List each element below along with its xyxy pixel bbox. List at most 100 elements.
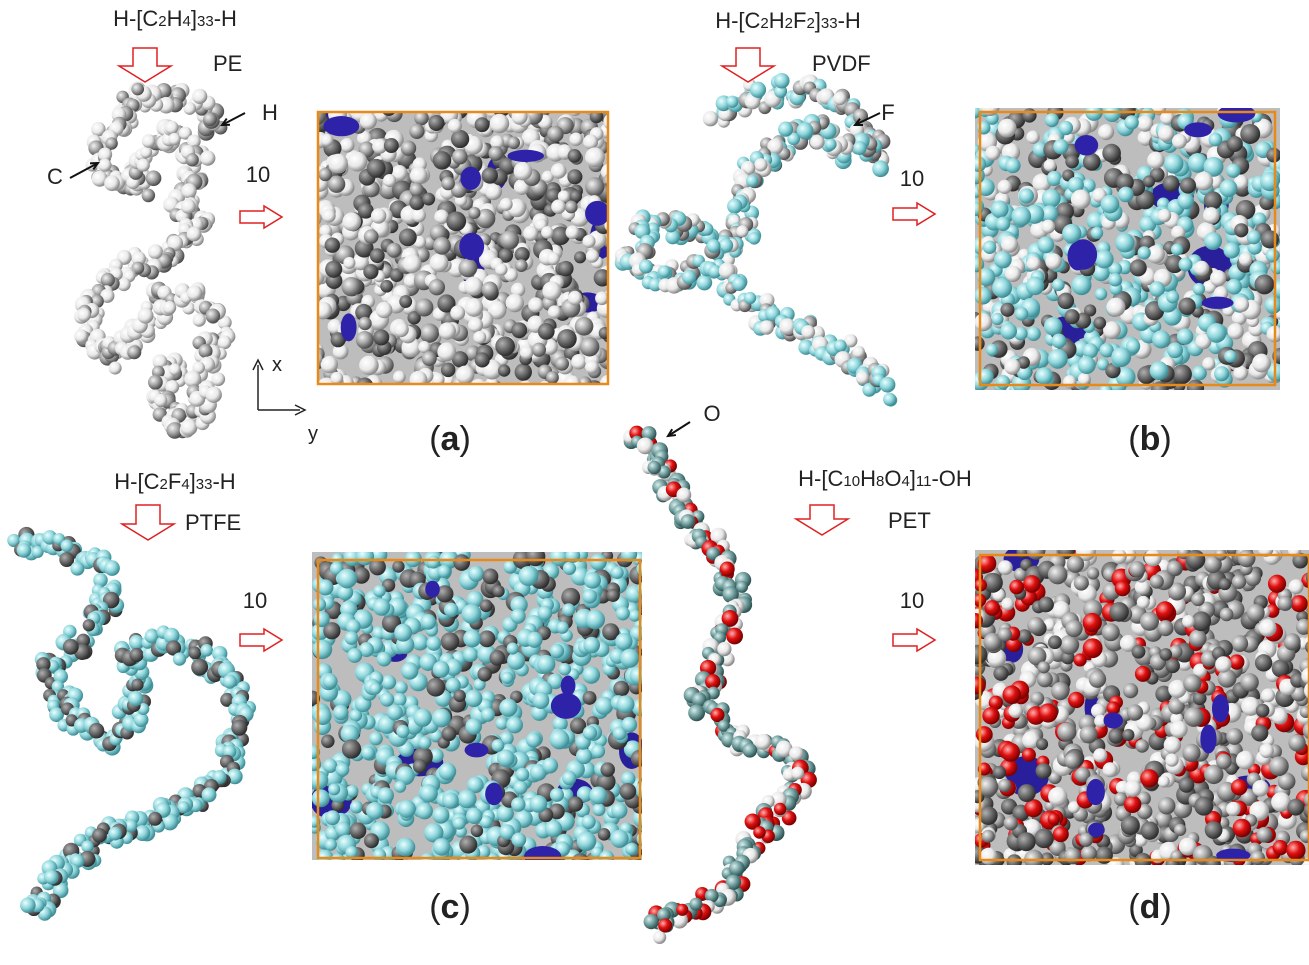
atom-sphere	[1215, 656, 1231, 672]
atom-sphere	[541, 226, 554, 239]
atom-sphere	[507, 137, 520, 150]
atom-sphere	[726, 628, 743, 645]
atom-sphere	[585, 610, 605, 630]
atom-sphere	[970, 336, 984, 350]
atom-sphere	[439, 322, 456, 339]
atom-sphere	[1163, 175, 1179, 191]
atom-sphere	[625, 843, 638, 856]
panel-label-part: c	[441, 888, 460, 926]
atom-sphere	[507, 652, 525, 670]
atom-sphere	[363, 264, 378, 279]
atom-sphere	[1179, 777, 1195, 793]
atom-sphere	[1118, 187, 1134, 203]
atom-sphere	[1233, 819, 1252, 838]
atom-sphere	[998, 180, 1012, 194]
atom-sphere	[1269, 756, 1289, 776]
atom-sphere	[1172, 134, 1187, 149]
atom-sphere	[464, 277, 483, 296]
atom-sphere	[1247, 230, 1261, 244]
atom-sphere	[1194, 261, 1209, 276]
atom-sphere	[1034, 829, 1053, 848]
atom-sphere	[328, 154, 348, 174]
atom-sphere	[1259, 619, 1277, 637]
atom-sphere	[501, 672, 513, 684]
atom-sphere	[140, 146, 152, 158]
atom-sphere	[104, 560, 120, 576]
atom-sphere	[1122, 729, 1134, 741]
atom-sphere	[1108, 273, 1121, 286]
atom-sphere	[1145, 549, 1162, 566]
atom-sphere	[373, 598, 390, 615]
arrow	[893, 203, 935, 225]
atom-sphere	[1095, 250, 1114, 269]
atom-sphere	[1130, 259, 1147, 276]
atom-sphere	[1129, 561, 1145, 577]
formula-part: 2	[785, 15, 793, 32]
atom-sphere	[548, 305, 561, 318]
atom-sphere	[754, 158, 767, 171]
atom-sphere	[17, 543, 32, 558]
atom-sphere	[983, 241, 996, 254]
atom-sphere	[1164, 736, 1181, 753]
formula-part: -H	[212, 469, 235, 494]
atom-sphere	[568, 796, 583, 811]
atom-sphere	[323, 674, 338, 689]
atom-sphere	[974, 313, 992, 331]
atom-sphere	[1048, 349, 1068, 369]
void	[1212, 694, 1229, 722]
atom-sphere	[1071, 190, 1091, 210]
atom-sphere	[475, 117, 490, 132]
atom-sphere	[1083, 343, 1098, 358]
atom-sphere	[470, 379, 487, 396]
atom-label: O	[703, 401, 720, 426]
atom-sphere	[1216, 754, 1232, 770]
void	[1086, 779, 1105, 805]
replication-count: 10	[900, 588, 924, 613]
atom-sphere	[982, 707, 999, 724]
atom-sphere	[528, 297, 543, 312]
atom-sphere	[616, 606, 630, 620]
atom-sphere	[1135, 666, 1151, 682]
atom-sphere	[1109, 602, 1129, 622]
atom-sphere	[824, 138, 836, 150]
panel-label-part: (	[1128, 888, 1140, 926]
atom-sphere	[1252, 780, 1268, 796]
void	[485, 783, 503, 806]
arrow	[240, 629, 282, 651]
molecules	[7, 73, 1309, 944]
atom-sphere	[1083, 153, 1101, 171]
atom-sphere	[1171, 244, 1183, 256]
atom-sphere	[1089, 670, 1106, 687]
atom-sphere	[398, 800, 416, 818]
atom-sphere	[1127, 704, 1143, 720]
atom-sphere	[468, 207, 480, 219]
atom-sphere	[1048, 635, 1062, 649]
atom-sphere	[1102, 144, 1121, 163]
atom-sphere	[590, 554, 607, 571]
atom-sphere	[1036, 367, 1054, 385]
atom-sphere	[307, 351, 322, 366]
atom-sphere	[647, 461, 660, 474]
atom-sphere	[1063, 375, 1076, 388]
atom-sphere	[1036, 738, 1048, 750]
atom-sphere	[367, 159, 386, 178]
atom-sphere	[432, 709, 451, 728]
atom-label: H	[262, 100, 278, 125]
atom-sphere	[394, 624, 412, 642]
atom-sphere	[1157, 620, 1173, 636]
atom-sphere	[433, 151, 451, 169]
atom-sphere	[852, 346, 865, 359]
atom-sphere	[526, 547, 546, 567]
atom-sphere	[393, 693, 406, 706]
atom-sphere	[1234, 223, 1248, 237]
formula-part: -H	[838, 8, 861, 33]
atom-sphere	[1067, 555, 1084, 572]
atom-sphere	[319, 168, 332, 181]
atom-sphere	[1140, 612, 1159, 631]
atom-sphere	[611, 803, 627, 819]
atom-sphere	[1111, 347, 1131, 367]
atom-sphere	[595, 697, 613, 715]
atom-sphere	[1223, 242, 1239, 258]
atom-sphere	[707, 239, 721, 253]
atom-sphere	[1250, 851, 1265, 866]
